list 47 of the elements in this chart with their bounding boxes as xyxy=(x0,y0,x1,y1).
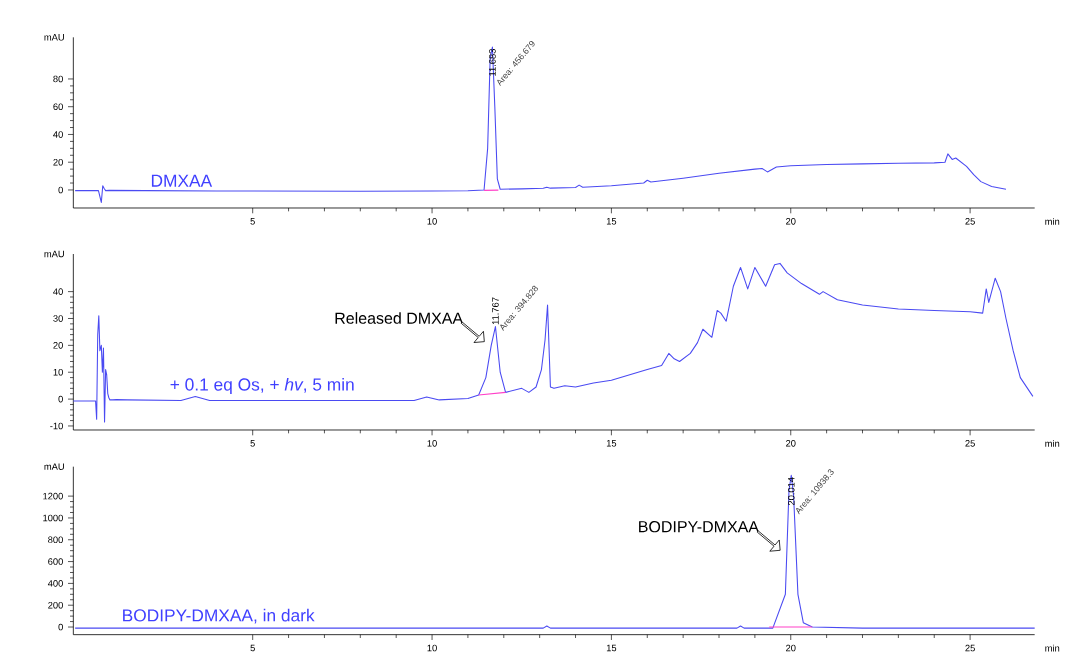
x-axis-title: min xyxy=(1045,440,1060,447)
x-tick-label: 15 xyxy=(606,644,617,652)
y-tick-label: 0 xyxy=(58,623,63,631)
y-tick-label: 40 xyxy=(53,131,63,138)
y-tick-label: 400 xyxy=(47,580,63,587)
y-tick-label: 20 xyxy=(53,158,63,166)
x-tick-label: 20 xyxy=(786,644,796,652)
annotation: 20.014 xyxy=(787,477,795,506)
y-tick-label: 800 xyxy=(48,536,63,544)
x-tick-label: 5 xyxy=(250,644,255,652)
annotation: 11.767 xyxy=(492,297,499,325)
y-tick-label: 0 xyxy=(58,186,63,194)
annotation: 11.683 xyxy=(489,49,496,76)
x-tick-label: 10 xyxy=(427,218,437,225)
x-tick-label: 20 xyxy=(786,218,796,225)
y-tick-label: 200 xyxy=(48,601,63,609)
y-tick-label: 10 xyxy=(53,368,63,376)
x-tick-label: 25 xyxy=(965,218,975,225)
x-tick-label: 15 xyxy=(606,218,617,225)
y-tick-label: -10 xyxy=(50,422,63,430)
x-tick-label: 5 xyxy=(250,218,255,225)
y-tick-label: 40 xyxy=(53,288,63,295)
annotation: + 0.1 eq Os, + hv, 5 min xyxy=(170,377,354,395)
y-tick-label: 20 xyxy=(53,342,63,349)
y-tick-label: 80 xyxy=(53,75,63,83)
x-tick-label: 25 xyxy=(965,644,975,652)
y-tick-label: 1000 xyxy=(43,514,63,522)
x-tick-label: 10 xyxy=(427,440,437,447)
x-tick-label: 10 xyxy=(427,644,437,652)
y-axis-title: mAU xyxy=(44,34,64,41)
y-axis-title: mAU xyxy=(44,463,64,470)
y-tick-label: 1200 xyxy=(43,492,63,500)
y-tick-label: 60 xyxy=(53,103,63,110)
x-tick-label: 5 xyxy=(250,440,255,447)
y-tick-label: 600 xyxy=(48,558,63,565)
x-tick-label: 15 xyxy=(606,440,617,447)
x-axis-title: min xyxy=(1045,644,1060,652)
x-tick-label: 20 xyxy=(786,440,796,447)
annotation: BODIPY-DMXAA xyxy=(639,521,759,533)
x-tick-label: 25 xyxy=(965,440,975,447)
x-axis-title: min xyxy=(1045,218,1060,225)
y-tick-label: 30 xyxy=(53,315,63,322)
annotation: Released DMXAA xyxy=(335,312,464,324)
annotation: DMXAA xyxy=(151,174,213,187)
y-axis-title: mAU xyxy=(44,250,64,258)
annotation: BODIPY-DMXAA, in dark xyxy=(123,608,315,624)
y-tick-label: 0 xyxy=(58,395,63,403)
